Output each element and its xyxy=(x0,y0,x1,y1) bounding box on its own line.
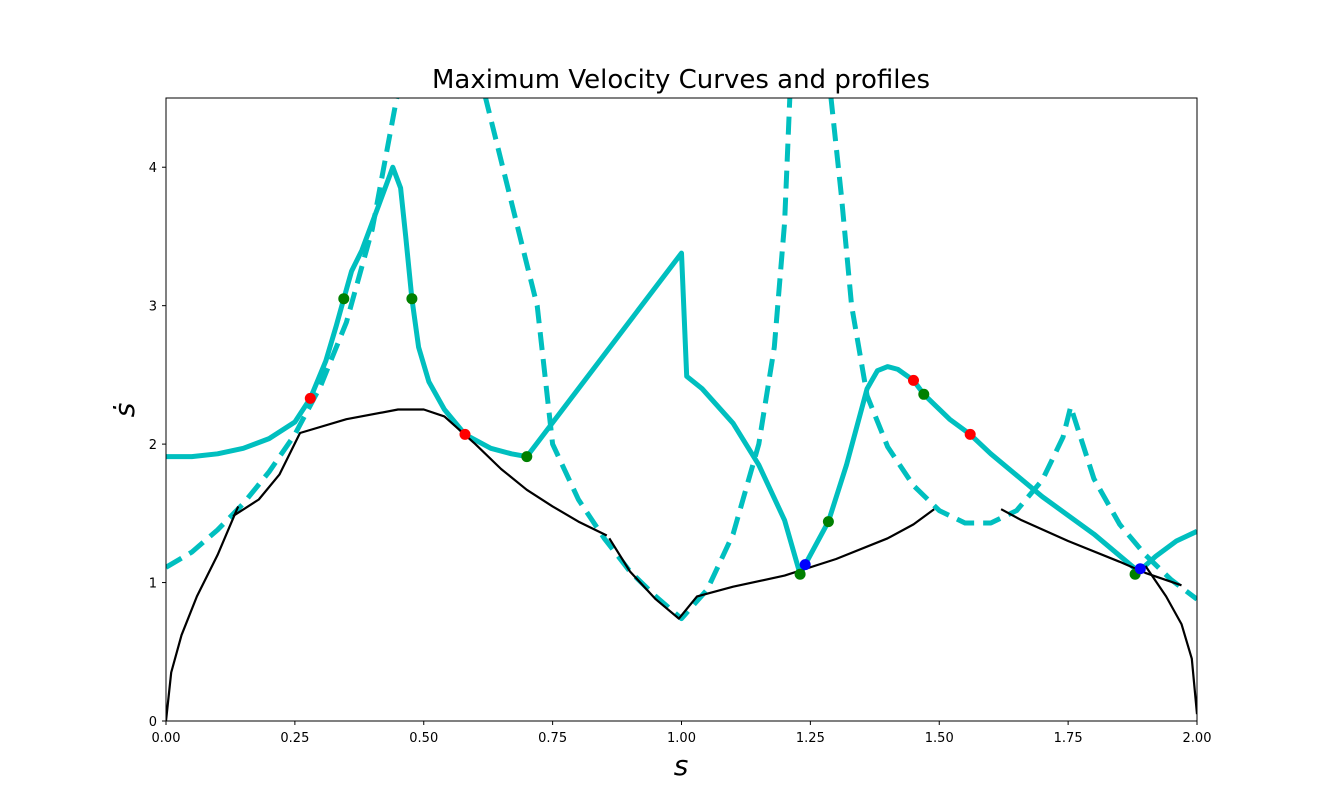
x-tick-label: 0.75 xyxy=(538,731,567,746)
y-axis: 0 1 2 3 4 xyxy=(149,161,166,730)
red-marker-2 xyxy=(908,374,919,386)
green-marker-9 xyxy=(918,388,930,400)
series-layer xyxy=(166,98,1197,721)
y-tick-label: 1 xyxy=(149,577,157,592)
series-line-black-solid-4 xyxy=(166,505,240,721)
chart-title: Maximum Velocity Curves and profiles xyxy=(432,65,930,95)
red-marker-1 xyxy=(459,428,471,440)
series-line-cyan-dashed-2 xyxy=(828,98,1197,602)
series-line-cyan-dashed-1 xyxy=(483,98,793,622)
green-marker-4 xyxy=(338,293,350,305)
y-tick-label: 3 xyxy=(149,300,157,315)
blue-marker-12 xyxy=(1134,563,1146,575)
series-line-black-solid-6 xyxy=(608,508,935,620)
series-line-black-solid-8 xyxy=(1144,565,1197,715)
x-tick-label: 1.00 xyxy=(667,731,696,746)
red-marker-0 xyxy=(304,392,316,404)
x-axis: 0.00 0.25 0.50 0.75 1.00 1.25 1.50 1.75 2.00 xyxy=(152,721,1212,746)
series-line-black-solid-7 xyxy=(1000,508,1182,587)
series-line-cyan-solid-3 xyxy=(166,164,1197,577)
y-axis-label: ṡ xyxy=(108,403,141,418)
x-tick-label: 1.50 xyxy=(925,731,954,746)
green-marker-7 xyxy=(794,568,806,580)
blue-marker-11 xyxy=(799,559,811,571)
plot-frame xyxy=(165,97,1198,722)
series-line-black-solid-5 xyxy=(232,408,608,537)
y-tick-label: 0 xyxy=(149,715,157,730)
marker-layer xyxy=(304,293,1146,580)
x-axis-label: s xyxy=(674,749,689,782)
x-tick-label: 0.50 xyxy=(409,731,438,746)
x-tick-label: 1.25 xyxy=(796,731,825,746)
red-marker-3 xyxy=(964,428,976,440)
x-tick-label: 2.00 xyxy=(1183,731,1212,746)
y-tick-label: 4 xyxy=(149,161,157,176)
x-tick-label: 0.25 xyxy=(280,731,309,746)
series-line-cyan-dashed-0 xyxy=(166,98,400,570)
green-marker-8 xyxy=(822,516,834,528)
green-marker-6 xyxy=(521,451,533,463)
y-tick-label: 2 xyxy=(149,438,157,453)
x-tick-label: 0.00 xyxy=(152,731,181,746)
x-tick-label: 1.75 xyxy=(1054,731,1083,746)
green-marker-5 xyxy=(406,293,418,305)
